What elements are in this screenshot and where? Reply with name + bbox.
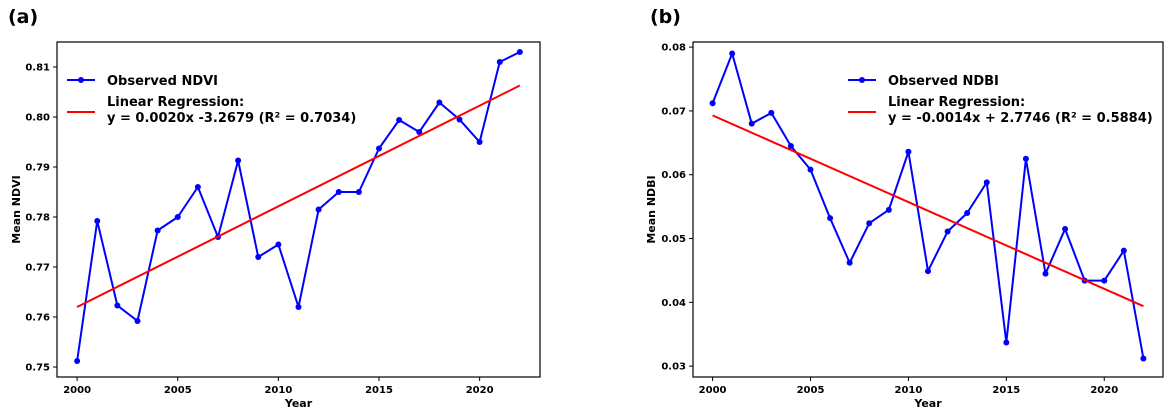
regression-line [76, 84, 521, 308]
x-tick-label: 2000 [63, 385, 91, 396]
data-point [925, 268, 931, 275]
data-point [885, 206, 892, 213]
data-point [1101, 277, 1108, 284]
data-point [846, 259, 853, 266]
plot-frame [56, 41, 541, 378]
data-point [1042, 270, 1049, 277]
data-point [94, 218, 101, 224]
legend-regression-equation: y = -0.0014x + 2.7746 (R² = 0.5884) [888, 111, 1153, 126]
panel-a: (a) 2000 2005 2010 2015 2020 0.75 0.76 0.77 0.78 0… [8, 6, 541, 410]
legend-regression-label: Linear Regression: [107, 95, 244, 110]
legend-regression-label: Linear Regression: [888, 95, 1025, 110]
data-point [807, 166, 814, 173]
data-point [255, 254, 262, 260]
data-point [315, 206, 322, 213]
y-tick-label: 0.06 [661, 170, 686, 181]
data-point [905, 148, 912, 155]
data-point [1003, 339, 1010, 346]
data-point [295, 304, 302, 310]
data-point [1062, 225, 1069, 232]
data-point [1140, 355, 1147, 362]
data-point [866, 220, 873, 227]
y-tick-label: 0.05 [661, 234, 686, 245]
data-point [944, 228, 951, 235]
data-point [355, 189, 362, 195]
y-tick-label: 0.78 [25, 213, 50, 224]
data-point [709, 100, 716, 107]
data-point [748, 120, 755, 127]
legend-observed-label: Observed NDVI [107, 74, 218, 89]
legend: Observed NDBI Linear Regression: y = -0.0… [848, 74, 1153, 126]
data-point [496, 59, 503, 65]
data-point [983, 179, 990, 186]
x-tick-label: 2015 [992, 385, 1020, 396]
legend-observed-label: Observed NDBI [888, 74, 999, 89]
panel-label: (a) [8, 6, 38, 28]
data-point [729, 50, 736, 57]
data-point [74, 358, 81, 364]
regression-line [712, 114, 1144, 308]
data-point [235, 157, 242, 164]
legend-observed-marker [859, 77, 865, 83]
y-tick-label: 0.03 [661, 362, 686, 373]
x-tick-label: 2005 [164, 385, 192, 396]
data-point [1022, 155, 1029, 162]
y-tick-label: 0.80 [25, 113, 50, 124]
data-point [516, 49, 523, 55]
data-point [194, 184, 201, 190]
x-axis-title: Year [284, 397, 313, 410]
legend-observed-marker [78, 77, 84, 83]
x-tick-label: 2010 [894, 385, 922, 396]
legend: Observed NDVI Linear Regression: y = 0.00… [67, 74, 356, 126]
y-tick-label: 0.04 [661, 298, 686, 309]
x-tick-label: 2015 [365, 385, 393, 396]
data-point [134, 318, 141, 324]
y-tick-label: 0.08 [661, 43, 686, 54]
y-tick-label: 0.76 [25, 313, 50, 324]
y-tick-label: 0.77 [25, 263, 50, 274]
data-point [436, 99, 443, 106]
data-point [154, 227, 161, 234]
legend-regression-equation: y = 0.0020x -3.2679 (R² = 0.7034) [107, 111, 356, 126]
data-point [416, 129, 423, 135]
y-tick-label: 0.79 [25, 163, 50, 174]
x-tick-label: 2005 [797, 385, 825, 396]
data-point [396, 117, 403, 123]
y-axis-title: Mean NDBI [645, 175, 658, 243]
y-tick-label: 0.81 [25, 63, 50, 74]
data-point [964, 210, 971, 217]
data-point [787, 143, 794, 150]
data-point [1120, 247, 1127, 254]
plot-frame [692, 41, 1164, 378]
data-point [456, 116, 463, 123]
panel-label: (b) [650, 6, 681, 28]
y-axis-title: Mean NDVI [10, 175, 23, 243]
data-point [174, 214, 181, 220]
y-tick-label: 0.07 [661, 106, 686, 117]
data-point [827, 215, 834, 222]
data-point [114, 302, 121, 309]
panel-b: (b) 2000 2005 2010 2015 2020 0.03 0.04 0.05 0.06 0… [645, 6, 1164, 410]
x-axis-title: Year [913, 397, 942, 410]
x-tick-label: 2000 [699, 385, 727, 396]
x-tick-label: 2010 [264, 385, 292, 396]
x-tick-label: 2020 [1090, 385, 1118, 396]
y-tick-label: 0.75 [25, 363, 50, 374]
data-point [476, 139, 483, 145]
data-point [275, 241, 282, 248]
data-point [768, 109, 775, 116]
x-tick-label: 2020 [466, 385, 494, 396]
data-point [376, 145, 382, 152]
data-point [335, 189, 342, 195]
